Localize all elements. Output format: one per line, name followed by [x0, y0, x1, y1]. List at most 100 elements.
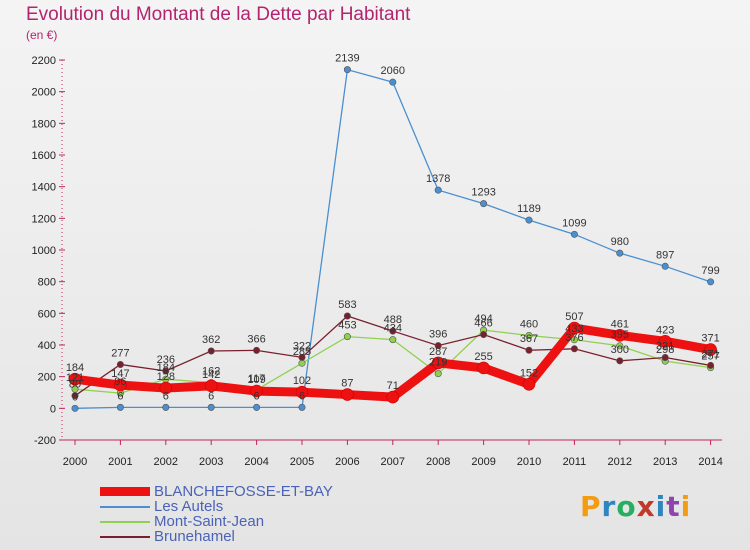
data-label: 147 — [111, 368, 129, 380]
data-point — [568, 321, 581, 335]
data-label: 583 — [338, 299, 356, 311]
data-label: 6 — [299, 390, 305, 402]
data-label: 102 — [293, 375, 311, 387]
data-label: 376 — [565, 332, 583, 344]
data-point — [525, 331, 533, 339]
data-point — [661, 262, 669, 270]
data-point — [386, 390, 400, 404]
data-point — [295, 385, 309, 399]
data-point — [298, 403, 306, 411]
data-label: 507 — [565, 311, 583, 323]
data-label: 277 — [111, 347, 129, 359]
data-point — [116, 360, 124, 368]
data-label: 434 — [384, 323, 402, 335]
legend-label: BLANCHEFOSSE-ET-BAY — [154, 483, 333, 500]
y-tick-label: 200 — [38, 372, 56, 384]
x-tick-label: 2007 — [381, 456, 405, 468]
data-point — [570, 230, 578, 238]
legend-swatch — [100, 505, 150, 508]
y-tick-label: -200 — [34, 435, 56, 447]
data-label: 271 — [701, 348, 719, 360]
data-label: 488 — [384, 314, 402, 326]
data-point — [114, 378, 127, 392]
data-point — [525, 216, 533, 224]
data-label: 0 — [72, 391, 78, 403]
data-point — [207, 347, 215, 355]
data-point — [434, 342, 442, 350]
y-tick-label: 600 — [38, 308, 56, 320]
data-point — [616, 357, 624, 365]
data-point — [389, 78, 397, 86]
data-label: 6 — [254, 390, 260, 402]
data-point — [298, 359, 306, 367]
legend-label: Brunehamel — [154, 528, 235, 545]
data-point — [68, 372, 82, 386]
data-point — [250, 384, 263, 398]
x-tick-label: 2001 — [108, 456, 132, 468]
legend-item: BLANCHEFOSSE-ET-BAY — [100, 484, 333, 499]
data-point — [570, 336, 578, 344]
y-tick-label: 1200 — [32, 213, 56, 225]
data-label: 96 — [114, 376, 126, 388]
y-tick-label: 1600 — [32, 150, 56, 162]
x-tick-label: 2011 — [563, 456, 587, 468]
data-point — [525, 346, 533, 354]
chart-subtitle: (en €) — [26, 28, 58, 42]
data-label: 433 — [565, 323, 583, 335]
data-point — [253, 403, 261, 411]
y-tick-label: 800 — [38, 277, 56, 289]
data-label: 461 — [611, 318, 629, 330]
x-tick-label: 2008 — [426, 456, 450, 468]
data-point — [116, 403, 124, 411]
legend-swatch — [100, 487, 150, 496]
chart-title: Evolution du Montant de la Dette par Hab… — [26, 4, 411, 25]
data-point — [162, 403, 170, 411]
data-point — [616, 249, 624, 257]
data-label: 117 — [248, 373, 266, 385]
data-label: 6 — [208, 390, 214, 402]
data-label: 367 — [520, 333, 538, 345]
data-label: 460 — [520, 319, 538, 331]
data-label: 80 — [69, 379, 81, 391]
data-label: 466 — [474, 318, 492, 330]
x-tick-label: 2006 — [335, 456, 359, 468]
data-label: 423 — [656, 324, 674, 336]
legend-swatch — [100, 535, 150, 538]
data-label: 1293 — [471, 187, 495, 199]
data-label: 980 — [611, 236, 629, 248]
x-tick-label: 2002 — [154, 456, 178, 468]
data-point — [253, 346, 261, 354]
data-point — [658, 335, 672, 348]
data-label: 152 — [520, 367, 538, 379]
data-point — [434, 186, 442, 194]
data-label: 6 — [117, 390, 123, 402]
legend-label: Mont-Saint-Jean — [154, 513, 265, 530]
data-label: 371 — [701, 333, 719, 345]
data-label: 362 — [202, 334, 220, 346]
data-point — [389, 336, 397, 344]
legend-label: Les Autels — [154, 498, 224, 515]
x-tick-label: 2003 — [199, 456, 223, 468]
data-label: 257 — [701, 351, 719, 363]
data-point — [434, 370, 442, 378]
data-point — [389, 327, 397, 335]
data-label: 897 — [656, 249, 674, 261]
data-point — [661, 354, 669, 362]
data-label: 799 — [701, 265, 719, 277]
data-label: 396 — [429, 329, 447, 341]
legend-item: Brunehamel — [100, 529, 333, 544]
brand-logo: Proxiti — [580, 490, 692, 523]
data-label: 128 — [157, 371, 175, 383]
data-label: 162 — [202, 366, 220, 378]
data-point — [298, 353, 306, 361]
data-point — [704, 343, 717, 356]
data-label: 87 — [341, 378, 353, 390]
data-label: 121 — [66, 372, 84, 384]
data-label: 2060 — [381, 65, 405, 77]
x-tick-label: 2012 — [608, 456, 632, 468]
data-label: 321 — [656, 341, 674, 353]
y-tick-label: 0 — [50, 403, 56, 415]
data-label: 1099 — [562, 217, 586, 229]
data-point — [477, 361, 490, 375]
